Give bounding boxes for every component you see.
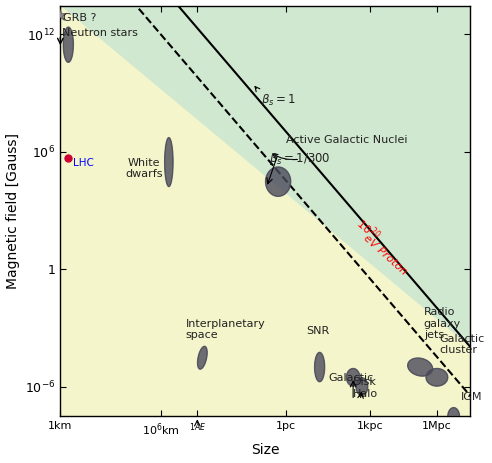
Text: Galactic: Galactic	[328, 373, 373, 383]
Text: GRB ?: GRB ?	[63, 13, 96, 23]
Polygon shape	[266, 167, 291, 196]
Text: SNR: SNR	[307, 326, 330, 336]
Polygon shape	[356, 378, 368, 395]
Text: Disk
Halo: Disk Halo	[353, 377, 378, 399]
Polygon shape	[314, 352, 325, 382]
Polygon shape	[346, 369, 360, 386]
Text: Galactic
cluster: Galactic cluster	[439, 334, 484, 356]
Text: Active Galactic Nuclei: Active Galactic Nuclei	[286, 135, 407, 144]
Y-axis label: Magnetic field [Gauss]: Magnetic field [Gauss]	[5, 133, 20, 289]
Polygon shape	[61, 6, 470, 416]
Polygon shape	[198, 346, 207, 369]
Text: eV Proton: eV Proton	[362, 233, 409, 277]
Polygon shape	[165, 138, 173, 187]
Polygon shape	[426, 369, 448, 386]
Text: LHC: LHC	[73, 157, 94, 168]
Text: Neutron stars: Neutron stars	[62, 28, 138, 38]
Text: $10^{20}$: $10^{20}$	[353, 214, 383, 244]
X-axis label: Size: Size	[251, 444, 279, 457]
Polygon shape	[408, 358, 432, 376]
Text: $\beta_s=1$: $\beta_s=1$	[255, 87, 296, 108]
Polygon shape	[448, 407, 460, 425]
Text: IGM: IGM	[461, 392, 482, 402]
Text: Interplanetary
space: Interplanetary space	[185, 319, 265, 340]
Text: White
dwarfs: White dwarfs	[125, 158, 163, 179]
Text: Radio
galaxy
jets: Radio galaxy jets	[424, 307, 461, 340]
Text: $\beta_s=1/300$: $\beta_s=1/300$	[269, 151, 331, 167]
Polygon shape	[63, 27, 73, 63]
